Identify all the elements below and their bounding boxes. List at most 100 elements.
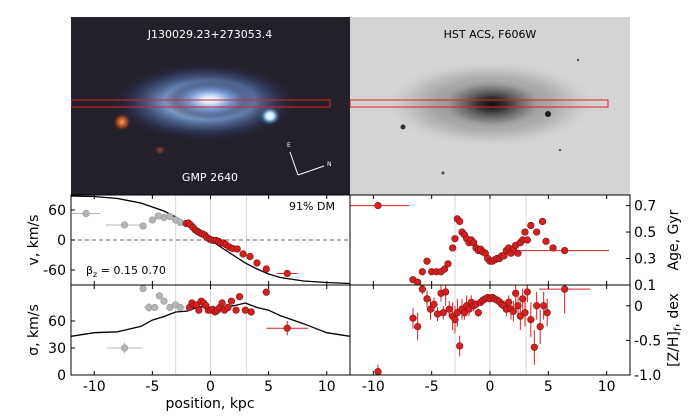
star-point	[218, 299, 226, 307]
star-point	[561, 285, 569, 293]
gas-point	[160, 213, 168, 222]
compass-icon	[289, 151, 325, 176]
y-tick-label: -1.0	[634, 368, 661, 384]
instrument-label: HST ACS, F606W	[444, 28, 537, 41]
y-tick-label: 30	[48, 341, 66, 357]
star-point	[527, 221, 535, 230]
gas-point	[155, 292, 163, 300]
star-point	[283, 324, 291, 332]
gas-point	[120, 221, 129, 229]
x-tick-label: 10	[318, 379, 336, 395]
gas-point	[151, 303, 159, 312]
x-tick-label: 5	[264, 379, 273, 395]
star-point	[449, 244, 457, 252]
velocity-plot-area	[71, 195, 350, 285]
star-point	[246, 252, 254, 261]
star-point	[514, 302, 522, 310]
star-point	[543, 309, 551, 317]
star-point	[440, 265, 449, 273]
galaxy-label: GMP 2640	[182, 171, 238, 184]
star-point	[536, 322, 544, 331]
star-point	[283, 269, 291, 278]
gas-point	[160, 297, 168, 305]
gas-point	[120, 344, 129, 352]
age-y-label: Age, Gyr	[666, 209, 682, 270]
star-point	[519, 295, 527, 303]
dispersion-y-label: σ, km/s	[26, 304, 42, 356]
star-point	[423, 295, 431, 303]
age-panel: 0.7 0.5 0.3 0.1	[349, 194, 656, 294]
x-tick-label: 5	[544, 379, 553, 395]
y-tick-label: 0	[57, 233, 66, 249]
gas-point	[166, 303, 174, 312]
y-tick-label: 0.1	[634, 278, 656, 294]
star-point	[262, 288, 270, 296]
star-point	[418, 268, 426, 276]
star-point	[523, 236, 531, 244]
y-tick-label: 0.5	[634, 225, 656, 241]
star-point	[542, 237, 550, 245]
star-point	[423, 257, 431, 265]
gas-point	[148, 216, 156, 224]
star-point	[442, 288, 450, 296]
x-tick-label: -5	[145, 379, 159, 395]
x-tick-label: -10	[83, 379, 106, 395]
star-point	[561, 246, 569, 255]
star-point	[451, 316, 459, 324]
velocity-panel: 60 0 -60	[43, 194, 351, 286]
y-tick-label: 0.7	[634, 199, 656, 215]
star-point	[414, 322, 422, 331]
star-point	[224, 303, 232, 312]
star-point	[430, 300, 438, 308]
y-tick-label: 60	[48, 203, 66, 219]
age-plot-area	[350, 195, 609, 285]
color-image	[71, 17, 350, 195]
dispersion-panel: 60 30 0 -10 -5 0 5 10	[48, 284, 351, 395]
x-axis-label: position, kpc	[165, 396, 254, 412]
gas-point	[139, 285, 147, 293]
star-point	[227, 297, 236, 305]
star-point	[433, 310, 442, 318]
gas-point	[176, 218, 184, 227]
star-point	[233, 245, 241, 253]
compass-e-label: E	[287, 142, 291, 149]
gas-point	[82, 209, 90, 218]
star-point	[512, 289, 520, 297]
y-tick-label: 0	[57, 368, 66, 384]
metallicity-panel: 0 -0.5 -1.0 -10 -5 0 5 10	[349, 284, 661, 395]
object-name: J130029.23+273053.4	[147, 28, 272, 41]
velocity-y-label: v, km/s	[26, 215, 42, 266]
x-tick-label: 0	[206, 379, 215, 395]
plot-panels: 60 0 -60 60 30 0 -10 -5 0 5 10 0.7 0.5 0.3 0.1 0 -0.5 -1.…	[43, 194, 661, 395]
x-tick-label: 10	[598, 379, 616, 395]
star-point	[239, 250, 247, 258]
star-point	[414, 278, 422, 285]
dm-fraction-label: 91% DM	[289, 200, 335, 213]
star-point	[523, 288, 531, 296]
y-tick-label: 0	[634, 299, 643, 315]
star-point	[451, 235, 459, 243]
hst-image	[350, 17, 630, 195]
star-point	[418, 285, 426, 293]
compass-n-label: N	[327, 161, 332, 168]
star-point	[521, 309, 529, 317]
star-point	[521, 228, 529, 236]
star-point	[262, 265, 270, 273]
star-point	[538, 217, 547, 226]
star-point	[533, 228, 541, 236]
star-point	[509, 307, 517, 315]
star-point	[444, 260, 452, 268]
x-tick-label: -10	[362, 379, 385, 395]
star-point	[530, 343, 538, 351]
y-tick-label: 60	[48, 314, 66, 330]
star-point	[474, 309, 482, 317]
star-point	[456, 217, 464, 226]
star-point	[247, 308, 255, 316]
y-tick-label: -0.5	[634, 333, 661, 349]
metallicity-y-label: [Z/H]f, dex	[666, 293, 684, 367]
star-point	[505, 298, 513, 306]
star-point	[445, 305, 453, 313]
star-point	[527, 316, 535, 324]
y-tick-label: -60	[43, 263, 66, 279]
